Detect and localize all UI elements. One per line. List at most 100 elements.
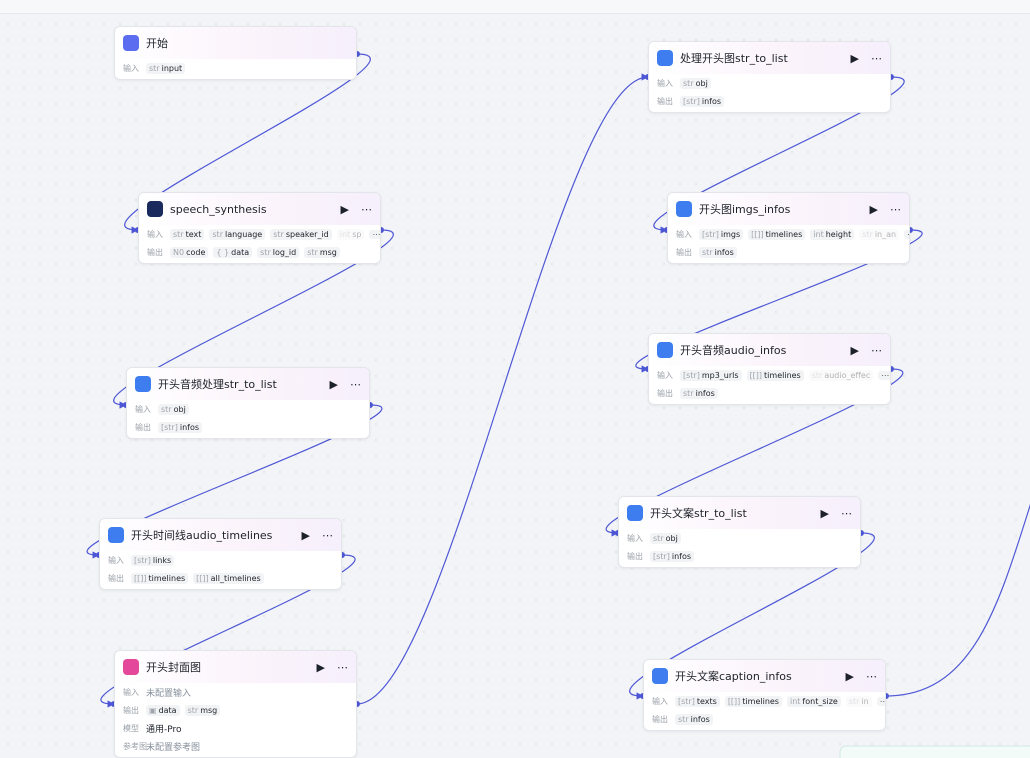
row-text: 未配置参考图: [146, 742, 201, 753]
param-chip: str log_id: [257, 246, 300, 258]
workflow-node[interactable]: 开头音频处理str_to_list ▶ ⋯ 输入 str obj 输出 [str] infos: [126, 367, 370, 439]
param-type: N0: [173, 247, 185, 257]
param-type: str: [653, 533, 664, 543]
param-type: [[]]: [727, 696, 741, 706]
param-row: 输入 str obj: [619, 529, 860, 547]
row-label: 输出: [135, 422, 151, 432]
param-chip: [[]] timelines: [746, 369, 804, 381]
run-button[interactable]: ▶: [869, 202, 878, 216]
param-chip: str language: [209, 228, 266, 240]
run-button[interactable]: ▶: [316, 660, 325, 674]
more-button[interactable]: ⋯: [871, 343, 882, 357]
param-chip: str obj: [680, 77, 711, 89]
run-button[interactable]: ▶: [301, 528, 310, 542]
workflow-node[interactable]: 开头文案caption_infos ▶ ⋯ 输入 [str] texts[[]] timel…: [643, 659, 886, 731]
param-chip: int height: [810, 228, 855, 240]
param-row: 输出 str infos: [649, 384, 890, 402]
workflow-node[interactable]: 开头文案str_to_list ▶ ⋯ 输入 str obj 输出 [str] infos: [618, 496, 861, 568]
param-chip: [[]] timelines: [724, 695, 782, 707]
param-name: links: [152, 555, 172, 565]
node-header: speech_synthesis ▶ ⋯: [139, 193, 380, 225]
workflow-node[interactable]: 处理开头图str_to_list ▶ ⋯ 输入 str obj 输出 [str] infos: [648, 41, 891, 113]
node-header: 处理开头图str_to_list ▶ ⋯: [649, 42, 890, 74]
param-row: 输入 str input: [115, 59, 356, 77]
param-name: data: [231, 247, 250, 257]
param-name: infos: [714, 247, 734, 257]
row-label: 输入: [657, 370, 673, 380]
node-icon: [657, 342, 673, 358]
param-type: str: [260, 247, 271, 257]
edge: [124, 53, 371, 234]
workflow-node[interactable]: 开头封面图 ▶ ⋯ 输入 未配置输入 输出 ▣ data str msg 模型 通用-Pro 参考图 未配…: [114, 650, 357, 758]
param-row: 输出 [str] infos: [619, 547, 860, 565]
run-button[interactable]: ▶: [850, 343, 859, 357]
param-name: infos: [695, 388, 715, 398]
more-button[interactable]: ⋯: [350, 377, 361, 391]
param-chip: str in_an: [859, 228, 900, 240]
param-type: str: [702, 247, 713, 257]
node-actions: ▶ ⋯: [317, 661, 348, 674]
row-label: 输入: [657, 78, 673, 88]
more-params: ⋯: [878, 370, 890, 380]
edge: [653, 76, 905, 234]
run-button[interactable]: ▶: [329, 377, 338, 391]
more-button[interactable]: ⋯: [361, 202, 372, 216]
param-type: str: [212, 229, 223, 239]
param-type: [[]]: [749, 370, 763, 380]
row-label: 输入: [135, 404, 151, 414]
param-type: str: [273, 229, 284, 239]
node-icon: [676, 201, 692, 217]
param-chip: str infos: [680, 387, 718, 399]
run-button[interactable]: ▶: [820, 506, 829, 520]
param-type: str: [811, 370, 823, 380]
node-icon: [108, 527, 124, 543]
param-name: imgs: [720, 229, 741, 239]
param-chip: str msg: [304, 246, 340, 258]
node-title: 开头文案str_to_list: [650, 507, 747, 520]
node-actions: ▶ ⋯: [870, 203, 901, 216]
more-button[interactable]: ⋯: [871, 51, 882, 65]
more-button[interactable]: ⋯: [866, 669, 877, 683]
row-text: 通用-Pro: [146, 724, 182, 735]
node-header: 开始: [115, 27, 356, 59]
workflow-node[interactable]: speech_synthesis ▶ ⋯ 输入 str text str language st…: [138, 192, 381, 264]
more-button[interactable]: ⋯: [890, 202, 901, 216]
param-row: 输入 str obj: [127, 400, 369, 418]
param-name: data: [158, 705, 177, 715]
param-type: [[]]: [196, 573, 209, 583]
param-name: obj: [695, 78, 708, 88]
param-name: infos: [690, 714, 710, 724]
param-type: [str]: [702, 229, 719, 239]
param-chip: [str] mp3_urls: [680, 369, 742, 381]
param-name: msg: [319, 247, 337, 257]
workflow-node[interactable]: 开始输入 str input: [114, 26, 357, 80]
more-button[interactable]: ⋯: [841, 506, 852, 520]
edge: [885, 503, 1030, 697]
param-type: str: [161, 404, 172, 414]
row-label: 输出: [652, 714, 668, 724]
run-button[interactable]: ▶: [845, 669, 854, 683]
more-button[interactable]: ⋯: [337, 660, 348, 674]
param-name: timelines: [148, 573, 186, 583]
param-name: log_id: [272, 247, 297, 257]
param-type: int: [789, 696, 801, 706]
param-name: code: [186, 247, 206, 257]
row-label: 输入: [123, 63, 139, 73]
more-button[interactable]: ⋯: [322, 528, 333, 542]
workflow-node[interactable]: 开头图imgs_infos ▶ ⋯ 输入 [str] imgs[[]] timelines i…: [667, 192, 910, 264]
param-chip: int font_size: [786, 695, 841, 707]
param-type: int: [813, 229, 824, 239]
node-title: 开头封面图: [146, 661, 201, 674]
workflow-node[interactable]: 开头时间线audio_timelines ▶ ⋯ 输入 [str] links 输出[[]]…: [99, 518, 342, 590]
param-chip: [[]] timelines: [748, 228, 806, 240]
param-type: str: [149, 63, 160, 73]
run-button[interactable]: ▶: [850, 51, 859, 65]
workflow-node[interactable]: 开头音频audio_infos ▶ ⋯ 输入 [str] mp3_urls [[]] time…: [648, 333, 891, 405]
run-button[interactable]: ▶: [340, 202, 349, 216]
param-name: obj: [665, 533, 678, 543]
node-title: 开头音频audio_infos: [680, 344, 787, 357]
row-label: 参考图: [123, 741, 147, 751]
param-name: input: [161, 63, 183, 73]
row-label: 输出: [627, 551, 643, 561]
param-row: 输入 [str] mp3_urls [[]] timelines str audio_eff…: [649, 366, 890, 384]
